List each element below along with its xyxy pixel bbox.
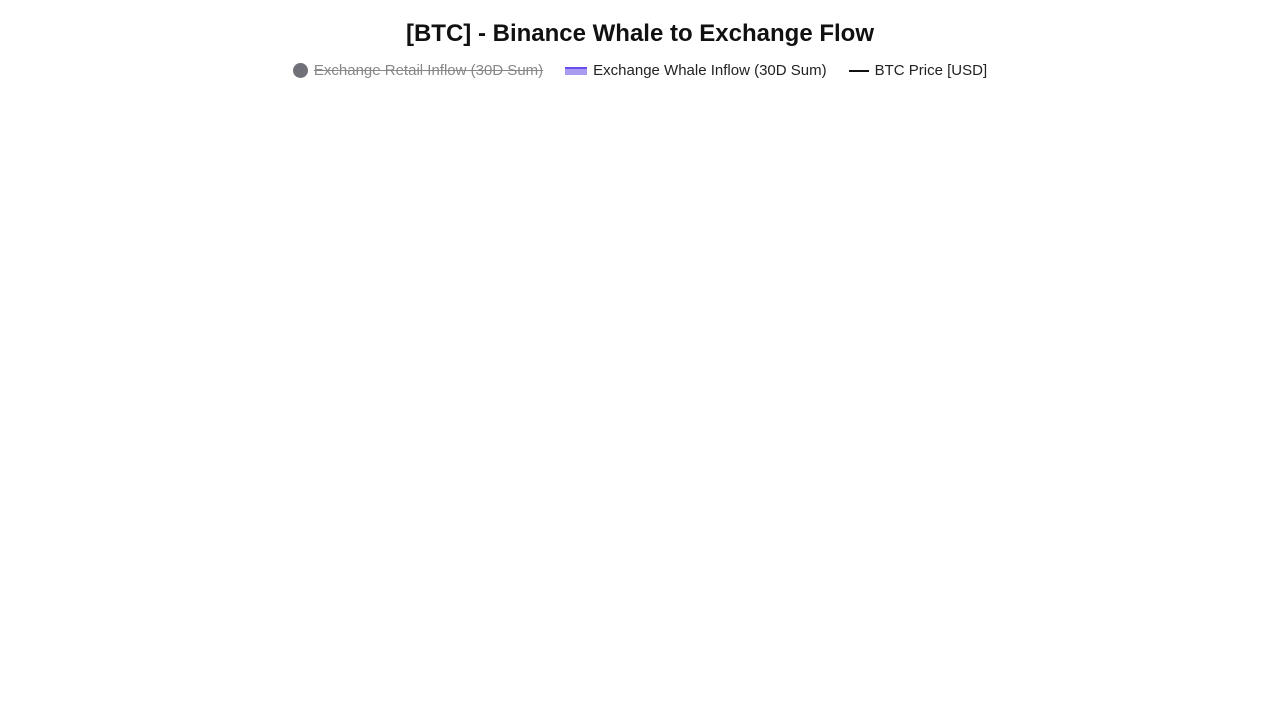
y-left-tick-label: 0 bbox=[99, 648, 106, 663]
x-tick-label: 2025 Mar bbox=[379, 669, 430, 683]
y-axis-left-label: Exchange Whale Inflow (30D Sum) bbox=[65, 293, 82, 526]
y-right-tick-label: 100K bbox=[1190, 290, 1221, 305]
y-right-tick-label: 80K bbox=[1190, 409, 1213, 424]
x-tick-label: 2025 Jan bbox=[259, 669, 308, 683]
legend-item-btc-price[interactable]: BTC Price [USD] bbox=[848, 62, 988, 79]
y-left-tick-label: 6B bbox=[90, 294, 106, 309]
x-tick-label: 2026 Jan bbox=[1004, 669, 1053, 683]
legend-label: BTC Price [USD] bbox=[874, 62, 988, 79]
legend-label: Exchange Retail Inflow (30D Sum) bbox=[313, 62, 544, 79]
x-tick-label: 2025 Jul bbox=[631, 669, 676, 683]
x-axis-label: Datetime bbox=[622, 690, 674, 705]
chart-title: [BTC] - Binance Whale to Exchange Flow bbox=[405, 20, 875, 47]
whale-inflow-area bbox=[118, 159, 1168, 655]
legend-item-retail-inflow[interactable]: Exchange Retail Inflow (30D Sum) bbox=[292, 62, 544, 79]
legend-marker-circle-icon bbox=[292, 63, 308, 78]
y-left-tick-label: 2B bbox=[90, 530, 106, 545]
y-axis-outer-label: Exchange Inflow bbox=[30, 323, 47, 433]
legend-item-whale-inflow[interactable]: Exchange Whale Inflow (30D Sum) bbox=[565, 62, 827, 79]
legend-marker-line-icon bbox=[848, 69, 869, 72]
x-tick-label: 2025 Nov bbox=[879, 669, 930, 683]
x-tick-label: 2024 Nov bbox=[133, 669, 184, 683]
btc-price-line bbox=[117, 164, 1169, 523]
x-tick-label: 2025 Sep bbox=[754, 669, 806, 683]
y-right-tick-label: 120K bbox=[1190, 171, 1221, 186]
y-right-tick-label: 60K bbox=[1190, 529, 1213, 544]
copyright: © CryptoQuant. All rights reserved bbox=[1081, 693, 1248, 705]
legend: Exchange Retail Inflow (30D Sum) Exchang… bbox=[0, 62, 1280, 79]
y-axis-right-label: Pirce USD bbox=[1232, 343, 1249, 413]
x-tick-label: 2026 Mar bbox=[1124, 669, 1175, 683]
legend-label: Exchange Whale Inflow (30D Sum) bbox=[593, 62, 827, 79]
whale-inflow-line bbox=[117, 156, 1169, 486]
legend-marker-area-icon bbox=[565, 66, 588, 75]
y-left-tick-label: 4B bbox=[90, 412, 106, 427]
y-right-tick-label: 40K bbox=[1190, 648, 1213, 663]
x-tick-label: 2025 May bbox=[502, 669, 555, 683]
watermark: CryptoQuant bbox=[504, 343, 776, 396]
y-left-tick-label: 8B bbox=[90, 176, 106, 191]
